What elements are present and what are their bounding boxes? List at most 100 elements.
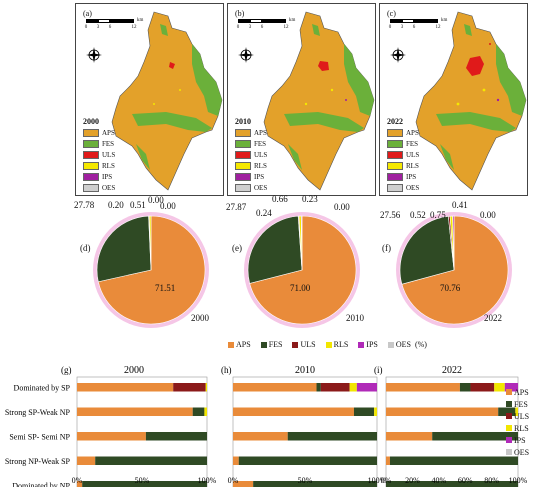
bar-segment-fes — [253, 481, 377, 487]
pie-slice-aps — [249, 215, 357, 325]
x-tick-label: 50% — [135, 476, 150, 485]
map-year: 2000 — [83, 117, 99, 126]
north-arrow-icon — [390, 47, 406, 63]
pie-unit: (%) — [414, 340, 427, 349]
bar-segment-aps — [233, 432, 288, 441]
legend-label: IPS — [102, 172, 113, 181]
panel-label: (a) — [83, 9, 92, 18]
legend-label: ULS — [102, 150, 116, 159]
pie-value-uls: 0.24 — [256, 208, 272, 218]
x-tick-label: 0% — [228, 476, 239, 485]
pie-legend: APS FES ULS RLS IPS OES (%) — [228, 340, 427, 349]
scale-tick: 0 — [84, 25, 88, 30]
panel-label: (g) — [61, 365, 72, 375]
pie-value-oes: 0.00 — [480, 210, 496, 220]
scale-tick: 3 — [400, 25, 404, 30]
bar-segment-fes — [498, 407, 516, 416]
panel-label: (b) — [235, 9, 245, 18]
legend-item: OES (%) — [387, 340, 427, 349]
bar-segment-aps — [233, 456, 239, 465]
bar-segment-aps — [386, 407, 499, 416]
land-use-map — [263, 11, 375, 191]
pie-value-uls: 0.20 — [108, 200, 124, 210]
map-panel-b: (b) 0 3 6 12 km 2010 APS FES ULS RLS IPS… — [227, 3, 376, 196]
bar-segment-uls — [320, 383, 350, 392]
legend-item: RLS — [325, 340, 348, 349]
bar-segment-fes — [316, 383, 321, 392]
pie-value-rls: 0.51 — [130, 200, 146, 210]
legend-label: FES — [102, 139, 115, 148]
bar-segment-fes — [389, 456, 518, 465]
pie-value-rls: 0.75 — [430, 210, 446, 220]
north-arrow-icon — [238, 47, 254, 63]
scale-tick: 12 — [131, 25, 137, 30]
pie-value-oes: 0.00 — [334, 202, 350, 212]
panel-label: (i) — [374, 365, 383, 375]
pie-slice-aps — [401, 215, 509, 325]
bar-segment-fes — [386, 481, 518, 487]
pie-value-fes: 27.56 — [380, 210, 401, 220]
x-tick-label: 0% — [381, 476, 392, 485]
bar-segment-aps — [77, 407, 193, 416]
category-label-semi-sp-semi-np: Semi SP- Semi NP — [9, 433, 70, 442]
pie-year: 2022 — [484, 313, 502, 323]
pie-slice-ips — [300, 215, 303, 271]
bar-segment-rls — [349, 383, 357, 392]
bar-segment-fes — [95, 456, 207, 465]
legend-label: OES — [254, 183, 268, 192]
pie-slice-fes — [96, 215, 152, 283]
bar-segment-fes — [459, 383, 471, 392]
legend-label: APS — [514, 387, 529, 397]
bar-chart-title: 2000 — [124, 365, 144, 376]
bar-segment-fes — [192, 407, 205, 416]
scale-tick: 12 — [283, 25, 289, 30]
legend-label: FES — [254, 139, 267, 148]
bar-segment-rls — [205, 383, 207, 392]
bar-segment-fes — [287, 432, 377, 441]
bar-segment-rls — [374, 407, 377, 416]
map-legend: 2022 APS FES ULS RLS IPS OES — [387, 117, 419, 193]
legend-label: RLS — [406, 161, 419, 170]
bar-segment-aps — [77, 383, 174, 392]
bar-segment-aps — [77, 481, 83, 487]
x-tick-label: 60% — [458, 476, 473, 485]
legend-label: APS — [254, 128, 267, 137]
scale-tick: 3 — [96, 25, 100, 30]
legend-label: ULS — [300, 340, 316, 349]
bar-segment-uls — [470, 383, 495, 392]
legend-item: ULS — [292, 340, 316, 349]
category-label-dominated-by-sp: Dominated by SP — [14, 384, 71, 393]
legend-label: IPS — [366, 340, 378, 349]
x-tick-label: 80% — [484, 476, 499, 485]
legend-label: FES — [268, 340, 283, 349]
legend-label: IPS — [406, 172, 417, 181]
bar-segment-fes — [238, 456, 377, 465]
pie-value-aps: 70.76 — [440, 283, 461, 293]
bar-segment-fes — [432, 432, 518, 441]
pie-charts — [93, 212, 512, 328]
legend-label: ULS — [254, 150, 268, 159]
map-year: 2010 — [235, 117, 251, 126]
bar-segment-rls — [515, 407, 518, 416]
pie-slice-fes — [247, 215, 303, 284]
legend-label: APS — [406, 128, 419, 137]
land-use-map — [415, 11, 527, 191]
pie-year: 2000 — [191, 313, 209, 323]
bar-segment-aps — [386, 432, 433, 441]
category-label-dominated-by-np: Dominated by NP — [12, 482, 70, 487]
scale-bar: 0 3 6 12 km — [84, 18, 146, 33]
category-label-strong-np-weak-sp: Strong NP-Weak SP — [5, 457, 71, 466]
legend-label: RLS — [514, 423, 529, 433]
scale-tick: 6 — [108, 25, 112, 30]
panel-label: (e) — [232, 243, 242, 253]
scale-tick: 6 — [412, 25, 416, 30]
north-arrow-icon — [86, 47, 102, 63]
pie-value-fes: 27.87 — [226, 202, 247, 212]
panel-label: (h) — [221, 365, 232, 375]
legend-label: APS — [236, 340, 251, 349]
legend-label: RLS — [102, 161, 115, 170]
legend-label: FES — [406, 139, 419, 148]
bar-segment-ips — [504, 383, 518, 392]
scale-unit: km — [137, 18, 144, 23]
